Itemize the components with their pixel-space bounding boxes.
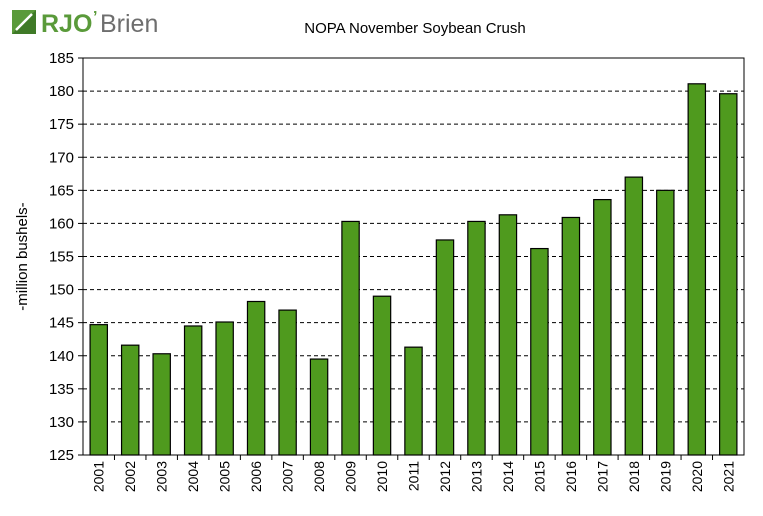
- y-tick-label: 145: [49, 315, 74, 332]
- y-tick-label: 165: [49, 182, 74, 199]
- y-tick-label: 140: [49, 348, 74, 365]
- x-tick-label: 2006: [248, 461, 264, 492]
- bar-2002: [120, 344, 140, 456]
- bar-2012: [435, 239, 455, 456]
- y-tick-label: 175: [49, 116, 74, 133]
- x-tick-label: 2015: [531, 461, 547, 492]
- y-tick-label: 180: [49, 83, 74, 100]
- bar-2003: [152, 353, 171, 456]
- x-tick-label: 2007: [280, 461, 296, 492]
- bar-series: [89, 83, 738, 456]
- x-tick-label: 2003: [154, 461, 170, 492]
- x-tick-label: 2008: [311, 461, 327, 492]
- y-tick-label: 135: [49, 381, 74, 398]
- x-tick-label: 2021: [720, 461, 736, 492]
- x-tick-label: 2010: [374, 461, 390, 492]
- x-tick-label: 2002: [122, 461, 138, 492]
- x-tick-label: 2018: [626, 461, 642, 492]
- bar-2019: [656, 189, 675, 456]
- y-tick-label: 130: [49, 414, 74, 431]
- bar-2021: [719, 93, 738, 456]
- rjobrien-logo: RJO ’ Brien: [12, 9, 162, 39]
- bar-2011: [404, 346, 423, 456]
- x-tick-label: 2001: [91, 461, 107, 492]
- bar-2014: [498, 214, 518, 456]
- bar-2008: [309, 358, 329, 456]
- bar-2001: [89, 324, 108, 456]
- x-tick-label: 2020: [689, 461, 705, 492]
- x-tick-label: 2019: [657, 461, 673, 492]
- x-tick-label: 2016: [563, 461, 579, 492]
- y-tick-label: 155: [49, 249, 74, 266]
- y-tick-label: 170: [49, 149, 74, 166]
- logo-text-rjo: RJO: [41, 10, 92, 38]
- bar-2016: [561, 216, 581, 456]
- x-tick-label: 2005: [217, 461, 233, 492]
- bar-2017: [593, 198, 612, 456]
- x-tick-label: 2011: [406, 461, 422, 491]
- bar-2018: [624, 176, 644, 456]
- bar-2007: [278, 309, 297, 456]
- chart-title: NOPA November Soybean Crush: [304, 20, 526, 37]
- bar-2010: [372, 295, 392, 456]
- y-tick-label: 160: [49, 215, 74, 232]
- logo-apostrophe: ’: [93, 9, 97, 26]
- y-tick-label: 185: [49, 50, 74, 67]
- y-tick-label: 150: [49, 282, 74, 299]
- bar-2015: [530, 247, 549, 456]
- y-tick-label: 125: [49, 447, 74, 464]
- y-axis-label: -million bushels-: [14, 202, 31, 310]
- x-tick-label: 2017: [594, 461, 610, 492]
- y-axis: 125 130 135 140 145 150 155 160 165 170 175 180 185: [49, 50, 83, 464]
- logo-slash: [15, 13, 33, 31]
- bar-2004: [183, 325, 203, 456]
- x-tick-label: 2014: [500, 461, 516, 492]
- bar-2006: [246, 300, 266, 456]
- x-tick-label: 2012: [437, 461, 453, 492]
- x-tick-label: 2004: [185, 461, 201, 492]
- x-axis: 2001 2002 2003 2004 2005 2006 2007 2008 2009 2010…: [91, 455, 736, 492]
- logo-graphic: RJO ’ Brien: [12, 9, 158, 38]
- bar-2020: [687, 83, 707, 456]
- logo-text-brien: Brien: [100, 10, 158, 38]
- bar-2005: [215, 321, 234, 456]
- bar-2009: [341, 220, 360, 456]
- x-tick-label: 2013: [468, 461, 484, 492]
- bar-2013: [467, 220, 486, 456]
- x-tick-label: 2009: [343, 461, 359, 492]
